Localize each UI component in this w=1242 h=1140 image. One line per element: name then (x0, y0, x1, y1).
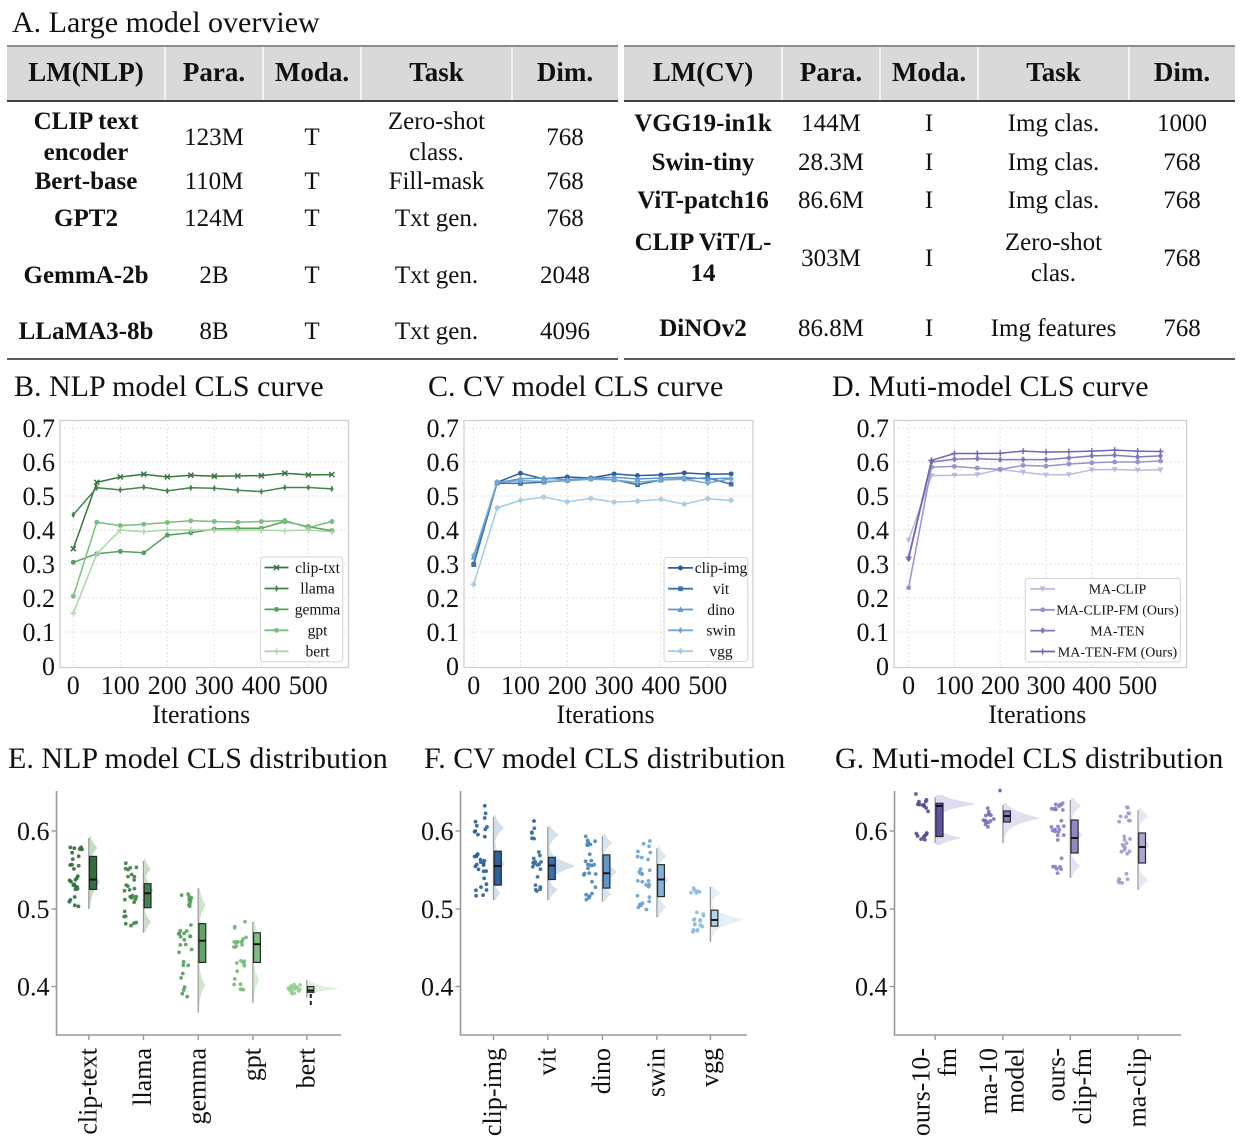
svg-text:0.7: 0.7 (857, 414, 890, 443)
svg-text:clip-img: clip-img (695, 560, 748, 577)
svg-text:0.6: 0.6 (23, 448, 56, 477)
svg-text:gemma: gemma (183, 1048, 212, 1125)
svg-text:300: 300 (195, 671, 234, 700)
svg-text:E. NLP model CLS distribution: E. NLP model CLS distribution (8, 742, 388, 775)
svg-text:0: 0 (67, 671, 80, 700)
svg-text:0.1: 0.1 (857, 618, 890, 647)
svg-text:ma-clip: ma-clip (1123, 1048, 1152, 1127)
svg-text:MA-TEN: MA-TEN (1090, 624, 1144, 639)
svg-text:gpt: gpt (308, 623, 329, 640)
svg-text:0.5: 0.5 (427, 482, 460, 511)
svg-text:Iterations: Iterations (988, 700, 1086, 729)
svg-text:MA-CLIP: MA-CLIP (1089, 583, 1147, 598)
svg-text:Iterations: Iterations (556, 700, 654, 729)
svg-text:0.4: 0.4 (17, 973, 50, 1002)
svg-text:400: 400 (1072, 671, 1111, 700)
svg-text:0.6: 0.6 (421, 817, 454, 846)
svg-text:D. Muti-model CLS curve: D. Muti-model CLS curve (832, 370, 1149, 403)
svg-text:bert: bert (305, 644, 330, 661)
svg-text:0.6: 0.6 (427, 448, 460, 477)
svg-text:400: 400 (242, 671, 281, 700)
svg-text:400: 400 (641, 671, 680, 700)
svg-text:200: 200 (981, 671, 1020, 700)
svg-text:ours-: ours- (1042, 1048, 1071, 1101)
svg-text:swin: swin (706, 623, 736, 640)
svg-text:0.5: 0.5 (855, 895, 888, 924)
svg-text:0: 0 (467, 671, 480, 700)
svg-text:dino: dino (587, 1048, 616, 1094)
svg-text:200: 200 (548, 671, 587, 700)
svg-text:0.5: 0.5 (17, 895, 50, 924)
svg-text:bert: bert (291, 1047, 320, 1088)
svg-text:0.6: 0.6 (857, 448, 890, 477)
svg-text:0.4: 0.4 (427, 516, 460, 545)
svg-text:ma-10: ma-10 (974, 1048, 1003, 1114)
svg-text:0.7: 0.7 (427, 414, 460, 443)
svg-text:0.2: 0.2 (427, 584, 460, 613)
svg-text:0.4: 0.4 (857, 516, 890, 545)
svg-text:300: 300 (1027, 671, 1066, 700)
svg-text:MA-TEN-FM (Ours): MA-TEN-FM (Ours) (1058, 645, 1178, 660)
svg-text:0.6: 0.6 (855, 817, 888, 846)
svg-text:vgg: vgg (709, 643, 733, 660)
svg-text:0: 0 (446, 652, 459, 681)
svg-text:0.5: 0.5 (421, 895, 454, 924)
svg-text:0.5: 0.5 (857, 482, 890, 511)
svg-text:Iterations: Iterations (152, 700, 250, 729)
svg-text:dino: dino (707, 602, 735, 619)
svg-text:0.4: 0.4 (421, 973, 454, 1002)
svg-text:clip-fm: clip-fm (1068, 1048, 1097, 1125)
svg-text:gemma: gemma (295, 602, 341, 619)
svg-text:500: 500 (1118, 671, 1157, 700)
svg-text:0.2: 0.2 (857, 584, 890, 613)
svg-text:0.4: 0.4 (855, 973, 888, 1002)
svg-text:0.3: 0.3 (857, 550, 890, 579)
svg-text:clip-txt: clip-txt (295, 560, 340, 577)
svg-text:MA-CLIP-FM (Ours): MA-CLIP-FM (Ours) (1056, 604, 1179, 619)
svg-text:vit: vit (532, 1047, 561, 1075)
svg-text:llama: llama (128, 1048, 157, 1106)
svg-text:model: model (1001, 1048, 1030, 1113)
svg-text:0.7: 0.7 (23, 414, 56, 443)
svg-text:0: 0 (902, 671, 915, 700)
svg-text:500: 500 (688, 671, 727, 700)
svg-text:0.2: 0.2 (23, 584, 56, 613)
svg-text:0.1: 0.1 (427, 618, 460, 647)
svg-text:swin: swin (641, 1048, 670, 1097)
svg-text:500: 500 (289, 671, 328, 700)
svg-text:clip-img: clip-img (478, 1048, 507, 1136)
svg-text:0.3: 0.3 (427, 550, 460, 579)
svg-text:0: 0 (876, 652, 889, 681)
svg-text:fm: fm (933, 1048, 962, 1077)
svg-text:C. CV model CLS curve: C. CV model CLS curve (428, 370, 723, 403)
svg-text:B. NLP model CLS curve: B. NLP model CLS curve (14, 370, 324, 403)
svg-text:0.1: 0.1 (23, 618, 56, 647)
svg-text:300: 300 (595, 671, 634, 700)
svg-text:llama: llama (300, 581, 335, 598)
svg-text:ours-10-: ours-10- (907, 1048, 936, 1136)
svg-text:0.4: 0.4 (23, 516, 56, 545)
svg-text:0.6: 0.6 (17, 817, 50, 846)
svg-text:0: 0 (42, 652, 55, 681)
svg-text:0.5: 0.5 (23, 482, 56, 511)
svg-text:vit: vit (713, 581, 730, 598)
svg-text:F. CV model CLS distribution: F. CV model CLS distribution (424, 742, 785, 775)
svg-text:100: 100 (101, 671, 140, 700)
svg-text:vgg: vgg (695, 1048, 724, 1087)
svg-text:100: 100 (501, 671, 540, 700)
svg-text:clip-text: clip-text (73, 1047, 102, 1134)
svg-text:100: 100 (935, 671, 974, 700)
svg-text:G. Muti-model CLS distribution: G. Muti-model CLS distribution (835, 742, 1223, 775)
svg-text:gpt: gpt (237, 1047, 266, 1081)
svg-text:200: 200 (148, 671, 187, 700)
svg-text:0.3: 0.3 (23, 550, 56, 579)
